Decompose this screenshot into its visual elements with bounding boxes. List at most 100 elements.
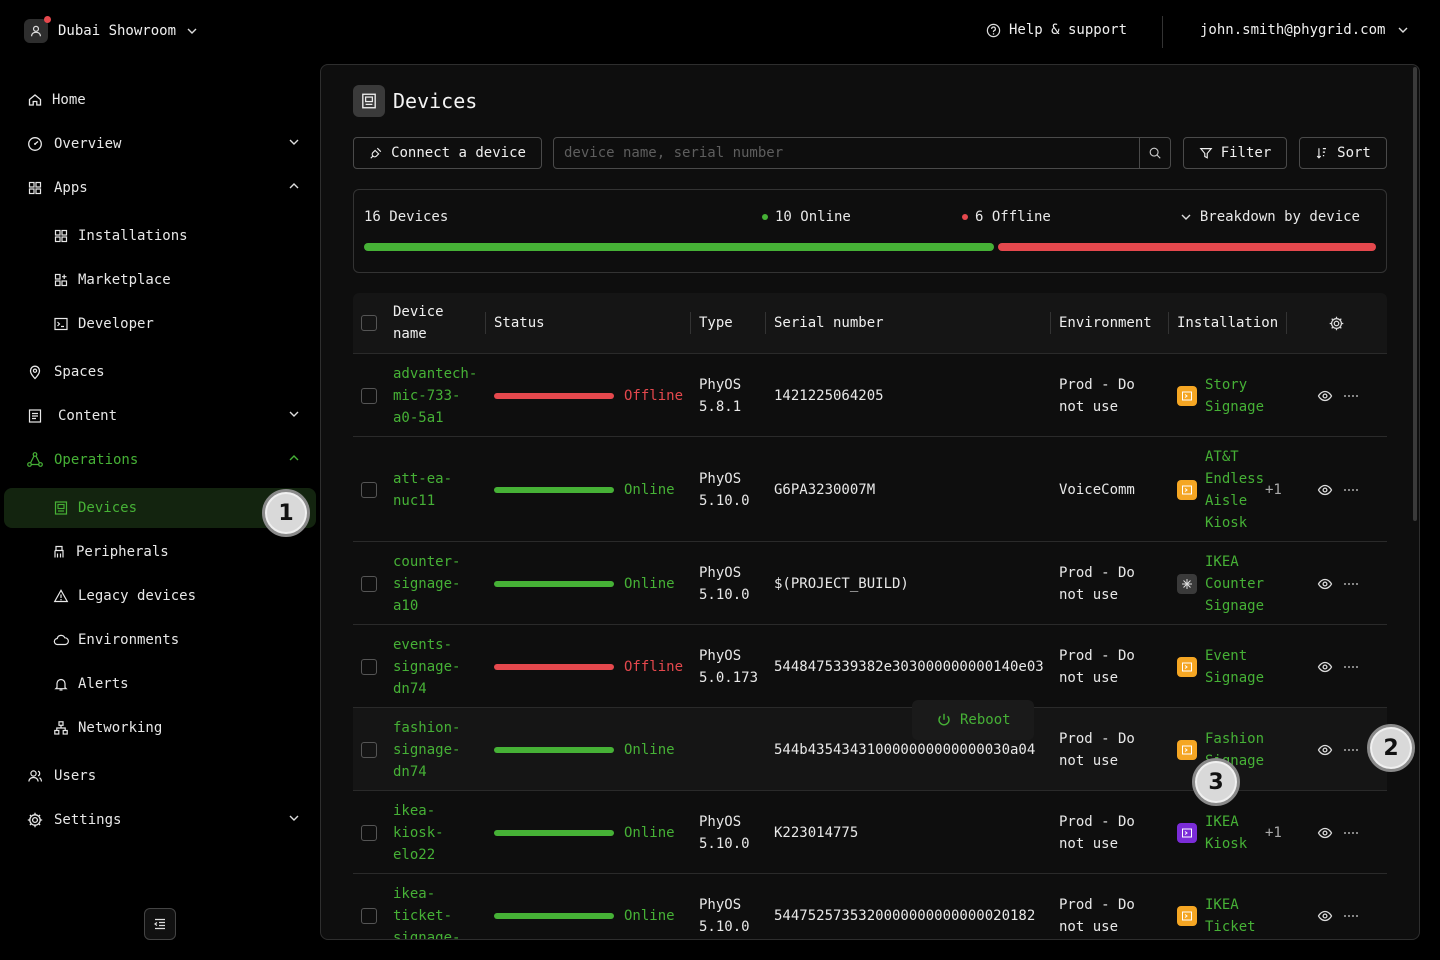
header-environment[interactable]: Environment xyxy=(1059,315,1152,331)
installation-link[interactable]: IKEA Counter Signage xyxy=(1205,553,1265,614)
sidebar-label: Settings xyxy=(54,812,122,828)
connect-device-button[interactable]: Connect a device xyxy=(353,137,542,169)
sort-button[interactable]: Sort xyxy=(1299,137,1387,169)
device-name-link[interactable]: att-ea- nuc11 xyxy=(393,470,453,509)
table-row[interactable]: advantech- mic-733- a0-5a1 Offline PhyOS 5… xyxy=(353,354,1387,437)
search-button[interactable] xyxy=(1139,138,1170,168)
chevron-up-icon xyxy=(289,455,299,461)
table-row[interactable]: counter- signage- a10 Online PhyOS 5.10.0 $… xyxy=(353,542,1387,625)
more-actions-button[interactable] xyxy=(1343,908,1359,924)
header-type[interactable]: Type xyxy=(699,315,733,331)
row-checkbox[interactable] xyxy=(361,825,377,841)
help-support-link[interactable]: Help & support xyxy=(986,22,1127,38)
sidebar-item-users[interactable]: Users xyxy=(4,756,316,796)
column-settings-button[interactable] xyxy=(1328,293,1345,353)
status-label: Online xyxy=(624,575,675,592)
installation-app-icon xyxy=(1177,905,1197,926)
view-button[interactable] xyxy=(1317,659,1333,675)
header-device-name[interactable]: Device name xyxy=(393,304,444,342)
row-checkbox[interactable] xyxy=(361,659,377,675)
row-actions xyxy=(1317,482,1359,498)
collapse-sidebar-button[interactable] xyxy=(144,908,176,940)
more-actions-button[interactable] xyxy=(1343,576,1359,592)
row-checkbox[interactable] xyxy=(361,742,377,758)
more-actions-button[interactable] xyxy=(1343,659,1359,675)
sidebar-item-settings[interactable]: Settings xyxy=(4,800,316,840)
org-switcher[interactable]: Dubai Showroom xyxy=(24,16,198,43)
header-installation[interactable]: Installation xyxy=(1177,315,1279,331)
sidebar-item-home[interactable]: Home xyxy=(4,80,316,120)
row-checkbox[interactable] xyxy=(361,482,377,498)
sidebar-item-legacy-devices[interactable]: Legacy devices xyxy=(4,576,316,616)
row-select-cell xyxy=(361,825,377,841)
sidebar-item-overview[interactable]: Overview xyxy=(4,124,316,164)
column-divider[interactable] xyxy=(690,312,691,334)
select-all-checkbox[interactable] xyxy=(361,315,377,331)
reboot-menu-item[interactable]: Reboot xyxy=(912,700,1034,740)
sidebar-item-operations[interactable]: Operations xyxy=(4,440,316,480)
sidebar-item-networking[interactable]: Networking xyxy=(4,708,316,748)
row-checkbox[interactable] xyxy=(361,388,377,404)
installation-link[interactable]: AT&T Endless Aisle Kiosk xyxy=(1205,448,1265,531)
column-divider[interactable] xyxy=(485,312,486,334)
view-button[interactable] xyxy=(1317,576,1333,592)
select-all-cell xyxy=(361,293,377,353)
sidebar-item-alerts[interactable]: Alerts xyxy=(4,664,316,704)
step-marker-3: 3 xyxy=(1192,758,1240,806)
search-input[interactable] xyxy=(554,138,1139,168)
column-divider[interactable] xyxy=(1286,312,1287,334)
user-menu[interactable]: john.smith@phygrid.com xyxy=(1200,22,1409,38)
sidebar-item-apps[interactable]: Apps xyxy=(4,168,316,208)
serial-cell: K223014775 xyxy=(774,824,859,841)
type-cell: PhyOS 5.10.0 xyxy=(699,896,750,935)
view-button[interactable] xyxy=(1317,742,1333,758)
serial-cell: G6PA3230007M xyxy=(774,481,876,498)
row-checkbox[interactable] xyxy=(361,908,377,924)
device-name-link[interactable]: ikea- kiosk- elo22 xyxy=(393,802,444,863)
device-name-link[interactable]: ikea- ticket- signage- xyxy=(393,885,461,940)
installation-link[interactable]: IKEA Kiosk xyxy=(1205,813,1248,852)
installation-link[interactable]: Story Signage xyxy=(1205,376,1265,415)
header-serial-number[interactable]: Serial number xyxy=(774,315,884,331)
sidebar-item-content[interactable]: Content xyxy=(4,396,316,436)
status-cell: Online xyxy=(494,791,675,874)
status-label: Online xyxy=(624,907,675,924)
more-actions-button[interactable] xyxy=(1343,388,1359,404)
device-name-link[interactable]: counter- signage- a10 xyxy=(393,553,461,614)
device-name-link[interactable]: fashion- signage- dn74 xyxy=(393,719,461,780)
more-actions-button[interactable] xyxy=(1343,482,1359,498)
device-name-link[interactable]: advantech- mic-733- a0-5a1 xyxy=(393,365,478,426)
row-checkbox[interactable] xyxy=(361,576,377,592)
device-name-link[interactable]: events- signage- dn74 xyxy=(393,636,461,697)
sidebar-item-spaces[interactable]: Spaces xyxy=(4,352,316,392)
sidebar-item-marketplace[interactable]: Marketplace xyxy=(4,260,316,300)
column-divider[interactable] xyxy=(765,312,766,334)
view-button[interactable] xyxy=(1317,388,1333,404)
table-row[interactable]: events- signage- dn74 Offline PhyOS 5.0.17… xyxy=(353,625,1387,708)
view-button[interactable] xyxy=(1317,908,1333,924)
sidebar-item-installations[interactable]: Installations xyxy=(4,216,316,256)
more-actions-button[interactable] xyxy=(1343,825,1359,841)
more-actions-button[interactable] xyxy=(1343,742,1359,758)
sidebar-item-developer[interactable]: Developer xyxy=(4,304,316,344)
sidebar-item-peripherals[interactable]: Peripherals xyxy=(4,532,316,572)
extra-installations-count[interactable]: +1 xyxy=(1265,481,1282,498)
chevron-down-icon xyxy=(1181,214,1191,220)
sidebar-item-environments[interactable]: Environments xyxy=(4,620,316,660)
installation-link[interactable]: Event Signage xyxy=(1205,647,1265,686)
row-actions xyxy=(1317,659,1359,675)
scrollbar[interactable] xyxy=(1413,67,1417,521)
view-button[interactable] xyxy=(1317,482,1333,498)
table-row[interactable]: att-ea- nuc11 Online PhyOS 5.10.0 G6PA32300… xyxy=(353,437,1387,542)
filter-button[interactable]: Filter xyxy=(1183,137,1287,169)
view-button[interactable] xyxy=(1317,825,1333,841)
column-divider[interactable] xyxy=(1168,312,1169,334)
installation-link[interactable]: IKEA Ticket xyxy=(1205,896,1256,935)
header-status[interactable]: Status xyxy=(494,315,545,331)
extra-installations-count[interactable]: +1 xyxy=(1265,824,1282,841)
notification-dot xyxy=(44,16,51,23)
column-divider[interactable] xyxy=(1050,312,1051,334)
breakdown-toggle[interactable]: Breakdown by device xyxy=(1180,209,1360,225)
table-row[interactable]: ikea- kiosk- elo22 Online PhyOS 5.10.0 K223… xyxy=(353,791,1387,874)
table-row[interactable]: ikea- ticket- signage- Online PhyOS 5.10.0… xyxy=(353,874,1387,940)
